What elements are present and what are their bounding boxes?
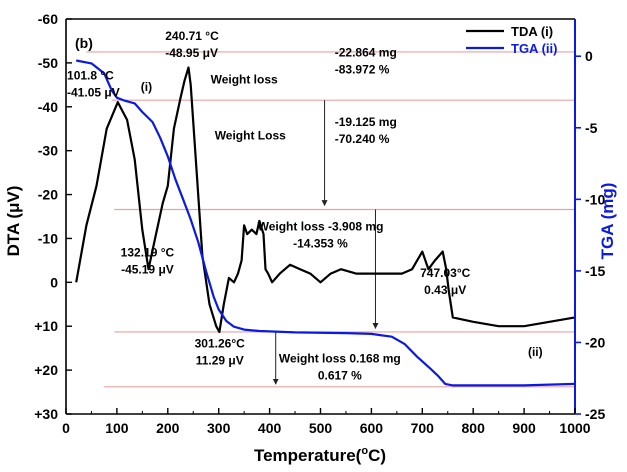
x-axis-title-main: Temperature( [254, 446, 362, 465]
annotation-wl1v: -22.864 mg -83.972 % [335, 45, 397, 76]
y-left-tick-label-2: -40 [38, 99, 58, 115]
y-left-tick-label-0: -60 [38, 11, 58, 27]
annotation-peak4: 301.26°C 11.29 μV [195, 336, 246, 367]
legend-label-tda: TDA (i) [511, 24, 553, 39]
y-right-tick-label-1: -5 [585, 120, 598, 136]
y-left-tick-label-1: -50 [38, 55, 58, 71]
annotation-wl2v-line-1: -19.125 mg [335, 115, 397, 129]
x-tick-label-700: 700 [411, 420, 435, 436]
x-tick-label-500: 500 [309, 420, 333, 436]
annotation-wl3-line-2: -14.353 % [293, 237, 348, 251]
annotation-wl2v-line-2: -70.240 % [335, 132, 390, 146]
annotation-peak1: 101.8 °C -41.05 μV [67, 69, 120, 100]
x-axis-title: Temperature(oC) [254, 445, 386, 465]
legend-label-tga: TGA (ii) [511, 41, 557, 56]
series-lines [75, 59, 576, 387]
x-tick-label-900: 900 [512, 420, 536, 436]
x-tick-label-800: 800 [462, 420, 486, 436]
annotation-peak5-line-1: 747.03°C [420, 266, 471, 280]
annotation-wl1v-line-1: -22.864 mg [335, 45, 397, 59]
annotation-wl4-line-1: Weight loss 0.168 mg [279, 352, 401, 366]
y-right-tick-label-3: -15 [585, 263, 605, 279]
annotation-wl2v: -19.125 mg -70.240 % [335, 115, 397, 146]
annotation-peak1-line-1: 101.8 °C [67, 69, 114, 83]
y-right-tick-label-4: -20 [585, 334, 605, 350]
annotation-peak4-line-2: 11.29 μV [196, 353, 244, 367]
annotation-wl1: Weight loss [211, 73, 278, 87]
annotation-lbl-ii-line-1: (ii) [528, 345, 543, 359]
annotation-peak3-line-2: -45.19 μV [121, 262, 174, 276]
x-tick-label-300: 300 [207, 420, 231, 436]
x-tick-label-200: 200 [156, 420, 180, 436]
annotation-peak3: 132.19 °C -45.19 μV [121, 245, 175, 276]
y-right-axis-title: TGA (mg) [598, 183, 617, 260]
y-right-tick-label-5: -25 [585, 406, 605, 422]
reference-lines [86, 51, 575, 388]
y-left-axis-title: DTA (μV) [4, 186, 23, 257]
annotation-peak5: 747.03°C 0.43 μV [420, 266, 471, 297]
x-axis-title-end: C) [368, 446, 386, 465]
panel-label: (b) [75, 35, 93, 51]
annotation-wl3: Weight loss -3.908 mg -14.353 % [258, 220, 384, 251]
annotation-wl3-line-1: Weight loss -3.908 mg [258, 220, 384, 234]
annotation-lbl-ii: (ii) [528, 345, 543, 359]
y-left-tick-label-6: 0 [50, 274, 58, 290]
annotation-wl2: Weight Loss [215, 129, 286, 143]
annotation-lbl-i: (i) [141, 80, 152, 94]
y-left-tick-label-7: +10 [34, 318, 58, 334]
y-left-tick-label-8: +20 [34, 362, 58, 378]
annotation-peak2-line-2: -48.95 μV [165, 46, 218, 60]
tda-series-line [75, 66, 576, 333]
annotation-wl1-line-1: Weight loss [211, 73, 278, 87]
legend: TDA (i) TGA (ii) [466, 24, 557, 56]
y-left-tick-label-4: -20 [38, 187, 58, 203]
annotation-peak1-line-2: -41.05 μV [67, 86, 120, 100]
weight-loss-arrows [272, 100, 379, 385]
annotation-wl4-line-2: 0.617 % [318, 369, 362, 383]
tga-series-line [75, 59, 576, 387]
annotations: 101.8 °C -41.05 μV 240.71 °C -48.95 μV 132.1… [67, 29, 543, 383]
y-left-tick-label-5: -10 [38, 230, 58, 246]
annotation-lbl-i-line-1: (i) [141, 80, 152, 94]
axes: 0 100 200 300 400 500 600 700 800 900 1000-60-50-4… [34, 11, 605, 436]
x-tick-label-0: 0 [62, 420, 70, 436]
annotation-peak2: 240.71 °C -48.95 μV [165, 29, 219, 60]
annotation-peak2-line-1: 240.71 °C [165, 29, 219, 43]
x-tick-label-100: 100 [105, 420, 129, 436]
annotation-wl4: Weight loss 0.168 mg 0.617 % [279, 352, 401, 383]
y-right-tick-label-2: -10 [585, 191, 605, 207]
y-left-tick-label-9: +30 [34, 406, 58, 422]
x-tick-label-1000: 1000 [559, 420, 590, 436]
annotation-peak3-line-1: 132.19 °C [121, 245, 175, 259]
y-right-tick-label-0: 0 [585, 48, 593, 64]
x-axis-title-sup: o [361, 445, 368, 457]
annotation-wl1v-line-2: -83.972 % [335, 62, 390, 76]
annotation-peak5-line-2: 0.43 μV [424, 283, 466, 297]
annotation-peak4-line-1: 301.26°C [195, 336, 246, 350]
x-tick-label-600: 600 [360, 420, 384, 436]
y-left-tick-label-3: -30 [38, 143, 58, 159]
x-tick-label-400: 400 [258, 420, 282, 436]
annotation-wl2-line-1: Weight Loss [215, 129, 286, 143]
